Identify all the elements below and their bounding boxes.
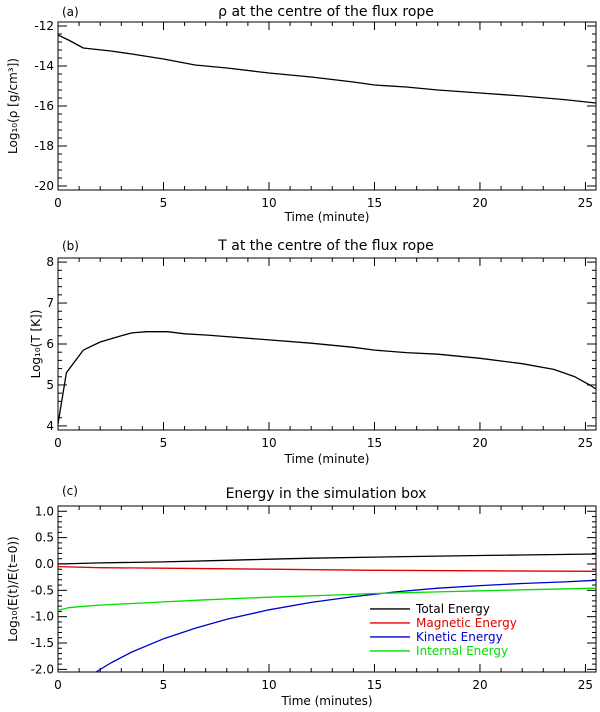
- panel-a-x-tick-label: 15: [367, 196, 382, 210]
- panel-b-x-tick-labels: 0 5 10 15 20 25: [54, 436, 593, 450]
- panel-c-x-tick-label: 10: [261, 678, 276, 692]
- panel-a-x-tick-label: 20: [472, 196, 487, 210]
- legend-label-internal-energy: Internal Energy: [416, 644, 508, 658]
- panel-b-y-axis-label: Log₁₀(T [K]): [29, 310, 43, 379]
- panel-c-series-kinetic-energy: [95, 579, 596, 672]
- panel-c-label: (c): [62, 484, 78, 498]
- panel-a-series-density: [58, 34, 596, 104]
- panel-c-y-tick-label: 0.5: [35, 531, 54, 545]
- panel-c-y-tick-label: -1.0: [31, 610, 54, 624]
- panel-a-frame: [57, 21, 597, 191]
- panel-b-x-tick-label: 20: [472, 436, 487, 450]
- panel-a-y-tick-labels: -20 -18 -16 -14 -12: [34, 19, 54, 193]
- panel-a-x-tick-label: 0: [54, 196, 62, 210]
- panel-b-x-tick-label: 15: [367, 436, 382, 450]
- panel-c-y-tick-label: 1.0: [35, 504, 54, 518]
- panel-a-y-tick-label: -18: [34, 139, 54, 153]
- panel-c-y-axis-label: Log₁₀(E(t)/E(t=0)): [6, 536, 20, 641]
- panel-a-series: [58, 34, 596, 104]
- panel-a-ticks: [57, 22, 596, 190]
- panel-a: (a) ρ at the centre of the flux rope 0 5 1…: [6, 4, 597, 224]
- panel-b: (b) T at the centre of the flux rope 0 5 1…: [29, 238, 597, 466]
- panel-b-y-tick-label: 7: [46, 296, 54, 310]
- panel-a-y-tick-label: -16: [34, 99, 54, 113]
- panel-a-x-tick-label: 5: [160, 196, 168, 210]
- panel-b-x-tick-label: 10: [261, 436, 276, 450]
- panel-c-x-tick-label: 15: [367, 678, 382, 692]
- panel-c-x-tick-labels: 0 5 10 15 20 25: [54, 678, 593, 692]
- panel-b-x-tick-label: 0: [54, 436, 62, 450]
- panel-b-series-temperature: [58, 331, 596, 425]
- panel-a-y-tick-label: -12: [34, 19, 54, 33]
- panel-b-label: (b): [62, 239, 79, 253]
- panel-c-series-total-energy: [58, 553, 596, 565]
- panel-c-y-tick-label: -2.0: [31, 662, 54, 676]
- panel-c-y-tick-label: 0.0: [35, 557, 54, 571]
- panel-a-title: ρ at the centre of the flux rope: [218, 4, 434, 20]
- panel-c-x-tick-label: 5: [160, 678, 168, 692]
- panel-a-x-tick-labels: 0 5 10 15 20 25: [54, 196, 593, 210]
- panel-c-x-tick-label: 25: [578, 678, 593, 692]
- legend-label-kinetic-energy: Kinetic Energy: [416, 630, 503, 644]
- panel-a-y-tick-label: -20: [34, 179, 54, 193]
- panel-c-frame: [57, 505, 597, 673]
- panel-a-y-tick-label: -14: [34, 59, 54, 73]
- panel-c-y-tick-label: -0.5: [31, 583, 54, 597]
- panel-b-x-tick-label: 5: [160, 436, 168, 450]
- panel-c: (c) Energy in the simulation box 0 5 10 15 2…: [6, 484, 597, 708]
- panel-b-x-tick-label: 25: [578, 436, 593, 450]
- panel-b-x-axis-label: Time (minute): [284, 452, 370, 466]
- panel-a-x-tick-label: 25: [578, 196, 593, 210]
- panel-b-y-tick-labels: 4 5 6 7 8: [46, 255, 54, 433]
- panel-a-y-axis-label: Log₁₀(ρ [g/cm³]): [6, 58, 20, 154]
- panel-a-x-axis-label: Time (minute): [284, 210, 370, 224]
- panel-a-label: (a): [62, 5, 79, 19]
- panel-c-x-axis-label: Time (minutes): [280, 694, 372, 708]
- panel-b-y-tick-label: 5: [46, 378, 54, 392]
- panel-b-y-tick-label: 4: [46, 419, 54, 433]
- panel-c-series-magnetic-energy: [58, 565, 596, 572]
- legend-label-magnetic-energy: Magnetic Energy: [416, 616, 517, 630]
- panel-c-y-tick-labels: -2.0 -1.5 -1.0 -0.5 0.0 0.5 1.0: [31, 504, 54, 676]
- panel-c-x-tick-label: 0: [54, 678, 62, 692]
- panel-b-y-tick-label: 6: [46, 337, 54, 351]
- panel-b-title: T at the centre of the flux rope: [217, 238, 433, 254]
- panel-b-ticks: [57, 258, 596, 430]
- panel-b-y-tick-label: 8: [46, 255, 54, 269]
- panel-c-title: Energy in the simulation box: [226, 486, 427, 502]
- panel-b-series: [58, 331, 596, 425]
- panel-b-frame: [57, 257, 597, 431]
- panel-c-x-tick-label: 20: [472, 678, 487, 692]
- panel-c-ticks: [57, 505, 596, 672]
- panel-a-x-tick-label: 10: [261, 196, 276, 210]
- panel-c-y-tick-label: -1.5: [31, 636, 54, 650]
- panel-c-series-internal-energy: [58, 587, 596, 611]
- legend-label-total-energy: Total Energy: [415, 602, 490, 616]
- panel-c-series: [58, 553, 596, 672]
